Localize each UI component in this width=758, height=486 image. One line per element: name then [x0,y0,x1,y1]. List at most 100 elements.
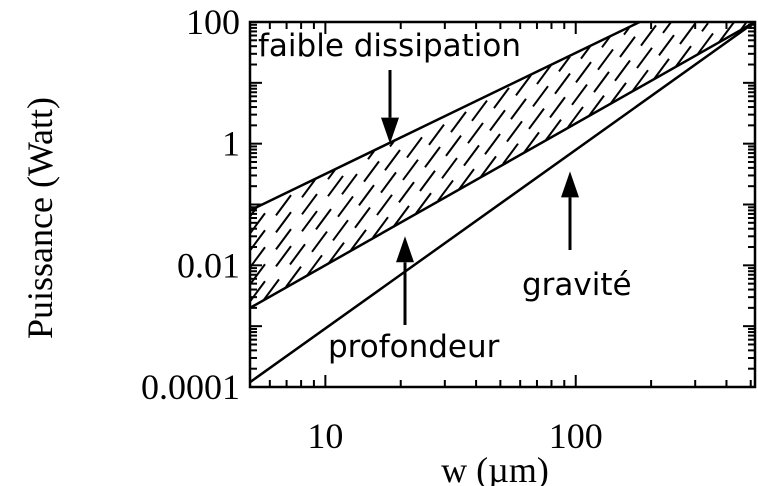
hatch-stroke [484,133,501,155]
hatch-stroke [471,99,488,122]
hatch-stroke [372,216,389,239]
hatch-stroke [701,22,709,32]
hatch-stroke [675,45,692,67]
hatch-stroke [275,228,292,250]
hatch-stroke [367,150,375,160]
hatch-stroke [285,266,302,288]
hatch-stroke [545,119,562,141]
y-tick-label: 0.0001 [141,367,240,407]
hatch-stroke [250,246,266,269]
hatch-stroke [301,193,318,215]
hatch-stroke [419,170,436,192]
hatch-stroke [275,245,292,267]
y-tick-label: 1 [222,124,240,164]
hatch-stroke [363,160,380,183]
hatch-stroke [489,109,506,132]
hatch-stroke [679,23,696,45]
hatch-stroke [441,157,458,179]
hatched-region [250,22,747,303]
hatch-stroke [275,194,292,216]
x-axis-title: w (µm) [441,450,549,486]
hatch-stroke [415,192,432,214]
hatch-stroke [350,229,367,251]
hatch-stroke [619,36,636,58]
hatch-stroke [328,242,345,264]
hatch-stroke [358,184,375,206]
hatch-stroke [458,168,475,190]
hatch-stroke [311,230,328,253]
hatch-stroke [301,179,316,198]
hatch-stroke [263,278,280,301]
x-tick-label: 10 [307,416,343,456]
hatch-stroke [384,149,401,171]
hatch-stroke [467,122,484,144]
hatch-stroke [697,32,714,55]
hatch-stroke [523,131,540,154]
hatch-stroke [424,146,441,168]
hatch-stroke [306,254,323,277]
hatch-stroke [718,22,735,43]
series-line-gravite [250,22,755,384]
hatch-stroke [493,87,510,109]
hatch-stroke [327,169,336,180]
annotation-gravite: gravité [522,267,632,303]
hatch-stroke [575,61,592,83]
hatch-stroke [250,212,266,235]
hatch-stroke [406,136,423,159]
hatch-stroke [275,211,292,233]
hatch-stroke [393,205,410,227]
hatch-stroke [480,155,497,178]
hatch-stroke [301,210,318,232]
hatch-stroke [315,208,332,230]
hatch-stroke [528,108,545,130]
hatch-stroke [510,98,527,120]
series-line-profondeur [250,22,755,309]
hatch-stroke [662,22,672,34]
hatch-stroke [549,96,566,119]
hatch-stroke [341,173,358,195]
hatch-stroke [580,45,591,60]
hatch-stroke [506,120,523,143]
annotation-faible-dissipation: faible dissipation [258,28,521,64]
arrow-head-faible-dissipation [381,117,399,144]
hatch-stroke [250,263,266,286]
hatch-stroke [515,74,532,96]
hatch-stroke [558,55,571,72]
hatch-stroke [289,243,306,266]
hatch-stroke [337,195,354,218]
hatch-stroke [402,159,419,181]
y-tick-label: 0.01 [177,245,240,285]
hatch-stroke [614,59,631,82]
y-tick-label: 100 [186,2,240,42]
hatch-stroke [554,72,571,95]
hatch-stroke [640,24,657,47]
hatch-stroke [588,95,605,117]
hatch-stroke [502,143,519,165]
hatch-stroke [327,175,344,197]
annotation-profondeur: profondeur [328,329,500,365]
hatch-stroke [653,58,670,80]
y-axis-title: Puissance (Watt) [20,97,60,339]
hatch-stroke [532,85,549,108]
hatch-stroke [632,69,649,92]
hatch-stroke [636,47,653,69]
hatch-stroke [567,106,584,128]
hatch-stroke [332,219,349,242]
hatch-stroke [437,179,454,202]
hatch-stroke [658,34,675,56]
hatch-stroke [398,181,415,203]
hatch-stroke [428,124,445,146]
hatch-stroke [463,144,480,167]
hatch-stroke [623,27,630,36]
series-line-faible-dissipation [250,22,641,212]
hatch-stroke [571,83,588,106]
hatch-stroke [593,71,610,93]
x-tick-label: 100 [549,416,603,456]
arrow-head-gravite [561,171,579,198]
hatch-stroke [380,171,397,194]
hatch-stroke [354,206,371,229]
hatch-stroke [445,135,462,157]
hatch-stroke [450,111,467,133]
hatch-stroke [597,48,614,71]
